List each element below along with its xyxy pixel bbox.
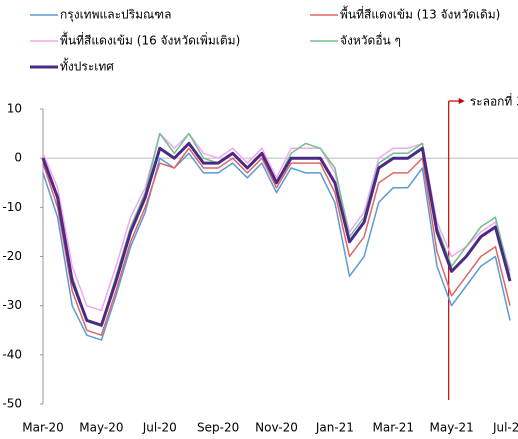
series-line [41,141,512,327]
legend-label: พื้นที่สีแดงเข้ม (13 จังหวัดเดิม) [340,6,500,22]
legend-label: พื้นที่สีแดงเข้ม (16 จังหวัดเพิ่มเติม) [60,32,240,48]
x-tick-label: May-20 [79,421,123,435]
series-line [42,147,511,336]
legend-label: กรุงเทพและปริมณฑล [60,8,171,23]
y-tick-label: -40 [2,347,22,361]
x-tick-label: Jul-20 [142,421,177,435]
x-tick-label: Mar-21 [373,421,414,435]
x-tick-label: Mar-20 [22,421,63,435]
x-tick-label: Sep-20 [197,421,239,435]
x-tick-label: Jan-21 [315,421,354,435]
annotation-text: ระลอกที่ 3 [470,93,518,109]
y-tick-label: 0 [14,151,22,165]
legend-label: ทั้งประเทศ [60,58,114,74]
y-tick-label: -20 [2,249,22,263]
x-tick-label: Jul-21 [492,421,518,435]
y-tick-label: 10 [7,102,22,116]
series-line [42,152,511,341]
annotation-arrowhead [458,98,465,104]
x-tick-label: May-21 [430,421,474,435]
y-tick-label: -50 [2,397,22,411]
y-tick-label: -30 [2,298,22,312]
legend-label: จังหวัดอื่น ๆ [340,32,401,48]
x-tick-label: Nov-20 [255,421,298,435]
y-tick-label: -10 [2,200,22,214]
